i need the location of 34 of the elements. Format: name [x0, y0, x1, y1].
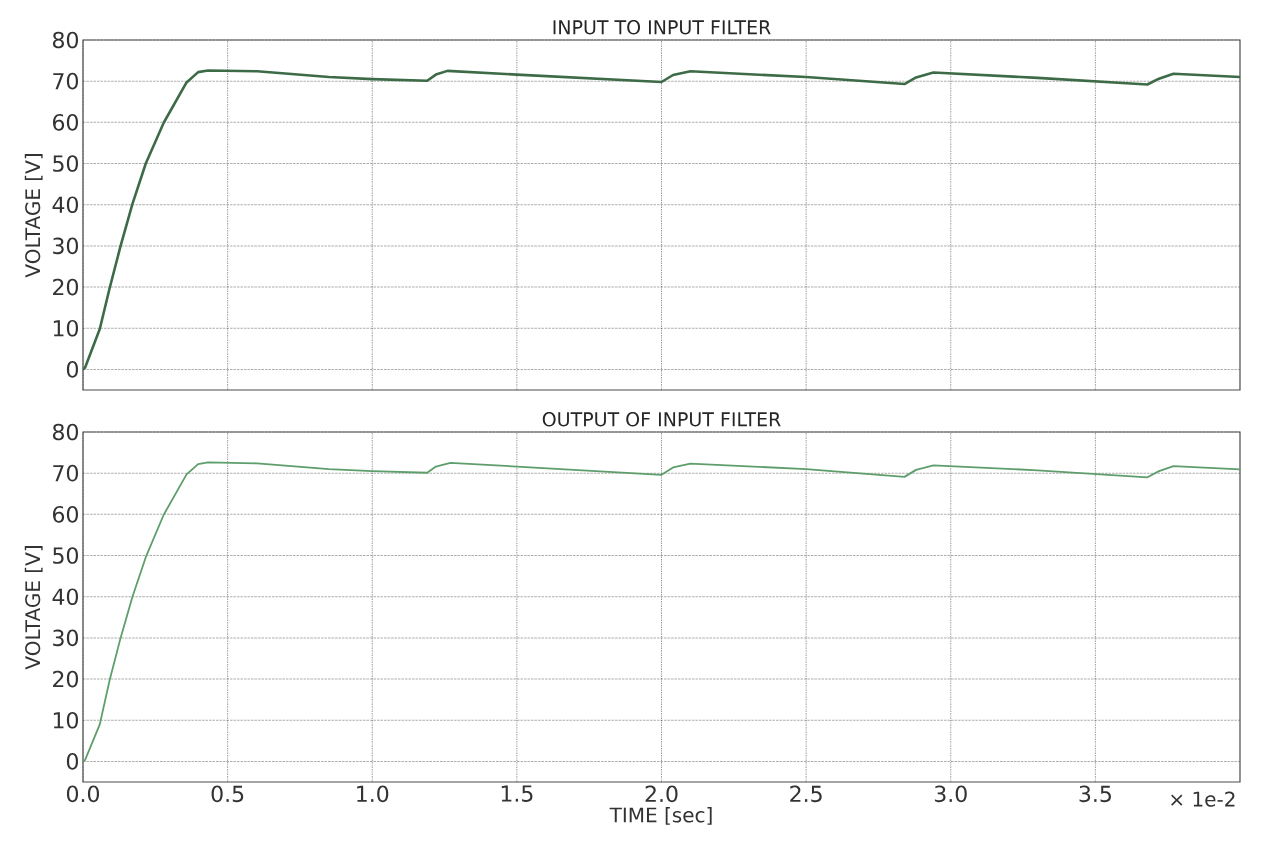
- y-tick-label: 10: [53, 319, 78, 337]
- x-tick-label: 2.5: [790, 785, 822, 803]
- y-tick-label: 20: [53, 278, 78, 296]
- y-tick-label: 10: [53, 711, 78, 729]
- y-tick-label: 30: [53, 237, 78, 255]
- y-axis-title: VOLTAGE [V]: [24, 546, 43, 670]
- text: × 1e-2: [1171, 791, 1235, 807]
- y-tick-label: 0: [66, 753, 78, 770]
- y-tick-label: 0: [66, 361, 78, 378]
- line-series: [83, 461, 1240, 763]
- x-tick-label: 0.0: [66, 785, 100, 803]
- chart-title: OUTPUT OF INPUT FILTER: [542, 412, 781, 427]
- y-axis-title: VOLTAGE [V]: [24, 154, 43, 278]
- x-tick-label: 2.0: [645, 785, 678, 803]
- y-tick-label: 40: [52, 196, 78, 214]
- x-tick-label: 0.5: [211, 785, 244, 803]
- x-axis-title: TIME [sec]: [609, 807, 712, 825]
- y-tick-label: 80: [52, 423, 78, 441]
- chart-title: INPUT TO INPUT FILTER: [553, 20, 771, 35]
- line-series: [83, 69, 1240, 371]
- x-tick-label: 3.5: [1079, 785, 1111, 803]
- y-tick-label: 50: [53, 155, 78, 172]
- y-tick-label: 60: [53, 114, 78, 131]
- x-tick-label: 3.0: [934, 785, 967, 803]
- y-tick-label: 70: [53, 464, 78, 482]
- y-tick-label: 60: [53, 506, 78, 523]
- x-tick-label: 1.0: [357, 785, 389, 803]
- y-tick-label: 50: [53, 547, 78, 564]
- y-tick-label: 30: [53, 629, 78, 647]
- x-tick-label: 1.5: [501, 785, 533, 802]
- y-tick-label: 80: [52, 31, 78, 49]
- y-tick-label: 20: [53, 670, 78, 688]
- y-tick-label: 40: [52, 588, 78, 606]
- y-tick-label: 70: [53, 72, 78, 90]
